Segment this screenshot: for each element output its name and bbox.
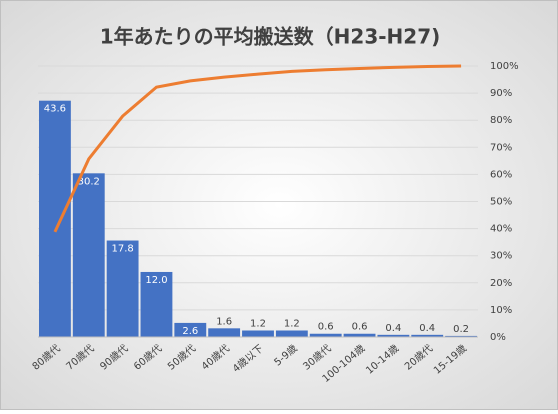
bar bbox=[411, 334, 444, 337]
data-label: 1.2 bbox=[284, 318, 300, 329]
bar bbox=[275, 330, 308, 337]
data-label: 30.2 bbox=[78, 176, 100, 187]
data-label: 43.6 bbox=[44, 104, 66, 115]
bar bbox=[39, 100, 71, 337]
data-label: 0.6 bbox=[318, 322, 334, 333]
bar bbox=[72, 173, 105, 337]
bar bbox=[343, 333, 376, 337]
y2-tick-label: 90% bbox=[490, 88, 512, 99]
y2-tick-label: 0% bbox=[490, 332, 506, 343]
data-label: 1.2 bbox=[250, 318, 266, 329]
y2-tick-label: 70% bbox=[490, 142, 512, 153]
y2-tick-label: 50% bbox=[490, 197, 512, 208]
bar bbox=[208, 328, 241, 337]
y2-tick-label: 20% bbox=[490, 278, 512, 289]
bar bbox=[106, 240, 139, 337]
chart-title: 1年あたりの平均搬送数（H23-H27) bbox=[100, 25, 441, 49]
bar bbox=[140, 271, 173, 337]
data-label: 0.2 bbox=[453, 324, 469, 335]
data-label: 0.6 bbox=[352, 322, 368, 333]
bar bbox=[242, 330, 274, 337]
y2-tick-label: 10% bbox=[490, 305, 512, 316]
cumulative-line bbox=[53, 64, 462, 233]
data-label: 1.6 bbox=[216, 316, 232, 327]
y2-tick-label: 100% bbox=[490, 61, 519, 72]
data-label: 12.0 bbox=[145, 275, 167, 286]
y2-tick-label: 60% bbox=[490, 169, 512, 180]
bar bbox=[377, 334, 410, 337]
bar bbox=[174, 322, 207, 337]
bar bbox=[445, 335, 477, 337]
data-label: 2.6 bbox=[182, 326, 198, 337]
y2-tick-label: 40% bbox=[490, 224, 512, 235]
y2-tick-label: 30% bbox=[490, 251, 512, 262]
y2-tick-label: 80% bbox=[490, 115, 512, 126]
bar bbox=[309, 333, 342, 337]
data-label: 17.8 bbox=[111, 244, 133, 255]
data-label: 0.4 bbox=[419, 323, 435, 334]
data-label: 0.4 bbox=[385, 323, 401, 334]
